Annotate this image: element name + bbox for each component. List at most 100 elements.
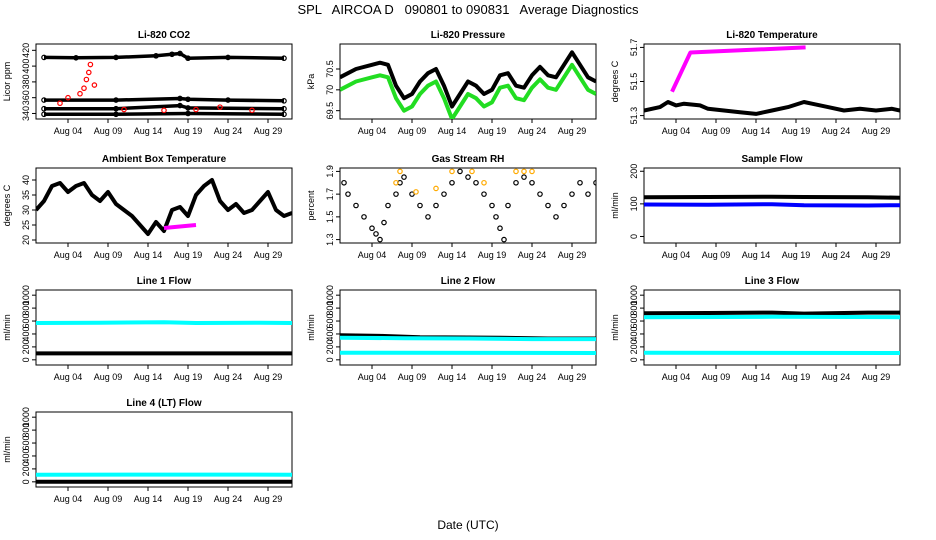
x-tick-label: Aug 14	[438, 126, 467, 136]
data-point	[449, 179, 455, 186]
data-point	[345, 191, 351, 197]
series-line	[644, 202, 900, 208]
y-tick-label: 100	[629, 196, 639, 211]
chart-title: Li-820 Temperature	[726, 30, 818, 41]
y-axis-label: ml/min	[2, 436, 12, 463]
plot-area	[644, 310, 900, 355]
x-tick-label: Aug 29	[558, 372, 587, 382]
y-tick-label: 380	[21, 74, 31, 89]
y-tick-label: 1000	[629, 285, 639, 305]
y-tick-label: 600	[325, 314, 335, 329]
y-tick-label: 25	[21, 220, 31, 230]
y-axis-label: ml/min	[610, 192, 620, 219]
x-tick-label: Aug 09	[398, 250, 427, 260]
series-line	[340, 62, 596, 119]
x-tick-label: Aug 04	[662, 372, 691, 382]
data-point	[493, 214, 499, 220]
x-tick-label: Aug 29	[862, 126, 891, 136]
plot-area	[340, 333, 596, 355]
x-tick-label: Aug 24	[214, 372, 243, 382]
x-tick-label: Aug 24	[822, 250, 851, 260]
x-tick-label: Aug 14	[134, 126, 163, 136]
y-axis-label: kPa	[306, 74, 316, 90]
x-tick-label: Aug 14	[742, 372, 771, 382]
x-tick-label: Aug 04	[54, 126, 83, 136]
chart-rh: Gas Stream RH 1.3 1.5 1.7 1.9 percent Aug 04 Au…	[306, 154, 597, 260]
chart-pressure: Li-820 Pressure 69.5 70 70.5 kPa Aug 04 Aug 09…	[306, 30, 597, 136]
y-tick-label: 420	[21, 43, 31, 58]
x-tick-label: Aug 04	[54, 250, 83, 260]
y-tick-label: 0	[325, 357, 335, 362]
y-tick-label: 400	[629, 326, 639, 341]
data-point	[393, 179, 399, 186]
x-tick-label: Aug 19	[174, 494, 203, 504]
data-point	[417, 202, 423, 209]
y-tick-label: 0	[21, 479, 31, 484]
x-tick-label: Aug 24	[518, 372, 547, 382]
y-axis-label: degrees C	[2, 184, 12, 226]
y-tick-label: 400	[21, 326, 31, 341]
x-tick-label: Aug 04	[662, 250, 691, 260]
x-tick-label: Aug 24	[214, 250, 243, 260]
data-point	[577, 179, 583, 186]
data-point	[457, 168, 463, 175]
y-axis-label: Licor ppm	[2, 62, 12, 102]
data-point	[161, 107, 167, 114]
y-tick-label: 1000	[325, 285, 335, 305]
chart-title: Sample Flow	[741, 154, 802, 165]
y-axis-label: percent	[306, 190, 316, 221]
y-tick-label: 20	[21, 235, 31, 245]
data-point	[87, 61, 94, 68]
y-tick-label: 1000	[21, 407, 31, 427]
data-point	[86, 69, 92, 76]
y-tick-label: 600	[21, 314, 31, 329]
data-point	[585, 191, 591, 197]
x-axis-caption: Date (UTC)	[437, 518, 499, 532]
x-tick-label: Aug 09	[398, 126, 427, 136]
y-tick-label: 200	[629, 164, 639, 179]
y-tick-label: 70	[325, 85, 335, 95]
chart-title: Li-820 Pressure	[431, 30, 506, 41]
y-tick-label: 51.3	[629, 107, 639, 125]
data-point	[433, 185, 439, 192]
y-tick-label: 0	[629, 357, 639, 362]
data-point	[397, 168, 403, 175]
data-point	[521, 174, 527, 180]
data-point	[505, 202, 511, 209]
chart-title: Line 3 Flow	[745, 276, 800, 287]
data-point	[569, 191, 575, 197]
data-point	[501, 236, 507, 243]
x-tick-label: Aug 04	[54, 494, 83, 504]
x-tick-label: Aug 29	[254, 250, 283, 260]
data-point	[593, 179, 596, 186]
x-tick-label: Aug 24	[822, 126, 851, 136]
x-tick-label: Aug 19	[782, 372, 811, 382]
series-line	[36, 178, 292, 236]
y-tick-label: 600	[21, 436, 31, 451]
x-tick-label: Aug 29	[254, 126, 283, 136]
series-line	[163, 223, 197, 230]
x-tick-label: Aug 04	[358, 250, 387, 260]
data-point	[193, 106, 199, 113]
series-line	[36, 320, 292, 325]
chart-title: Line 4 (LT) Flow	[126, 398, 202, 409]
plot-area	[36, 472, 292, 484]
y-tick-label: 0	[21, 357, 31, 362]
data-point	[561, 202, 567, 209]
y-tick-label: 200	[325, 339, 335, 354]
data-point	[529, 179, 535, 186]
x-tick-label: Aug 14	[134, 494, 163, 504]
series-line	[670, 45, 806, 93]
data-point	[465, 174, 471, 180]
data-point	[529, 168, 535, 175]
plot-area	[36, 178, 292, 236]
data-point	[249, 107, 255, 114]
plot-area	[36, 320, 292, 356]
data-point	[373, 231, 379, 237]
y-tick-label: 200	[629, 339, 639, 354]
plot-frame	[339, 167, 597, 244]
x-tick-label: Aug 09	[94, 250, 123, 260]
y-tick-label: 400	[21, 448, 31, 463]
y-axis-label: ml/min	[306, 314, 316, 341]
